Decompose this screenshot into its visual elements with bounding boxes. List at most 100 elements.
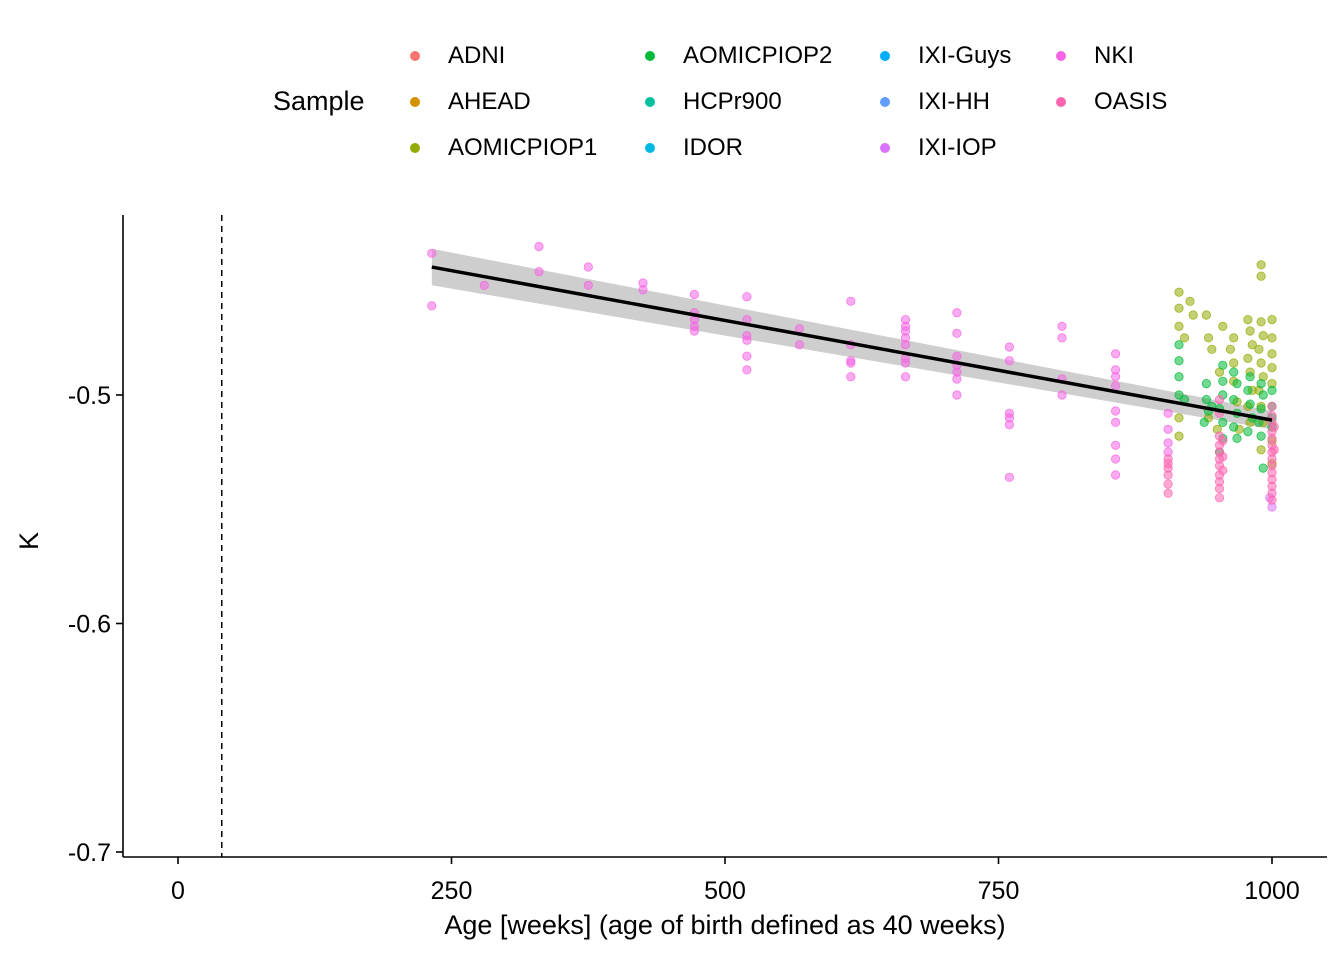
data-point: [638, 285, 648, 295]
data-point: [952, 351, 962, 361]
data-point: [1247, 340, 1257, 350]
data-point: [1185, 296, 1195, 306]
data-point: [1163, 438, 1173, 448]
data-point: [1004, 356, 1015, 366]
legend-label: NKI: [1094, 42, 1135, 69]
data-point: [1256, 358, 1266, 368]
data-point: [1269, 445, 1279, 455]
data-point: [1174, 340, 1184, 350]
legend-item: HCPr900: [645, 87, 782, 117]
data-point: [1163, 479, 1173, 489]
data-point: [1229, 333, 1239, 343]
legend-label: AOMICPIOP1: [448, 134, 598, 161]
data-point: [1111, 454, 1121, 464]
legend-label: OASIS: [1094, 88, 1168, 115]
legend-label: HCPr900: [683, 88, 782, 115]
legend-key-marker: [410, 97, 420, 107]
data-point: [1258, 330, 1268, 341]
legend-item: OASIS: [1056, 87, 1167, 117]
data-point: [1243, 314, 1253, 325]
data-point: [1256, 317, 1266, 327]
data-point: [1254, 344, 1264, 354]
data-point: [952, 390, 962, 400]
legend-label: IXI-Guys: [918, 42, 1012, 69]
data-point: [1256, 431, 1266, 441]
data-point: [952, 328, 962, 338]
data-point: [1243, 385, 1253, 395]
legend-label: AHEAD: [448, 88, 531, 115]
legend-key-marker: [880, 97, 890, 107]
data-point: [1256, 445, 1266, 455]
data-point: [1004, 472, 1015, 482]
data-point: [1218, 452, 1228, 462]
data-point: [1163, 424, 1173, 434]
legend-key-marker: [1056, 97, 1066, 107]
legend-item: AOMICPIOP2: [645, 41, 832, 71]
data-point: [1218, 376, 1228, 386]
legend-title: Sample: [273, 86, 365, 116]
data-point: [1267, 362, 1277, 373]
data-point: [1232, 433, 1242, 443]
data-point: [1258, 390, 1268, 400]
data-point: [1214, 493, 1225, 503]
legend-key-marker: [410, 51, 420, 61]
legend-label: AOMICPIOP2: [683, 42, 833, 69]
data-point: [1256, 404, 1266, 414]
data-point: [1243, 426, 1253, 437]
data-point: [1218, 321, 1228, 331]
data-point: [742, 351, 752, 361]
legend-item: IXI-HH: [880, 87, 990, 117]
legend-key-marker: [410, 143, 420, 153]
data-point: [1201, 394, 1212, 405]
data-point: [1267, 349, 1277, 359]
data-point: [1163, 488, 1173, 498]
data-point: [1232, 378, 1242, 389]
data-point: [1267, 495, 1277, 505]
legend-label: ADNI: [448, 42, 506, 69]
data-point: [1207, 344, 1217, 354]
data-point: [1111, 470, 1121, 480]
data-point: [1174, 431, 1184, 441]
data-point: [846, 296, 856, 306]
data-point: [1111, 406, 1121, 416]
data-point: [1258, 463, 1268, 473]
data-point: [1201, 378, 1212, 389]
data-point: [534, 241, 544, 252]
x-tick-label: 250: [431, 877, 473, 905]
x-tick-label: 500: [704, 877, 746, 905]
data-point: [1214, 484, 1225, 494]
data-point: [846, 358, 856, 368]
data-point: [1188, 310, 1198, 320]
data-point: [742, 292, 752, 302]
data-point: [742, 365, 752, 375]
data-point: [1267, 401, 1277, 411]
y-tick-label: -0.5: [68, 382, 111, 410]
data-point: [952, 374, 962, 384]
legend-item: AHEAD: [410, 87, 531, 117]
data-point: [1229, 394, 1239, 405]
data-point: [1267, 314, 1277, 325]
data-point: [1179, 333, 1190, 343]
data-point: [689, 326, 700, 336]
data-point: [534, 266, 544, 277]
data-point: [900, 340, 911, 350]
data-point: [689, 289, 700, 300]
legend-key-marker: [1056, 51, 1066, 61]
x-axis-title: Age [weeks] (age of birth defined as 40 …: [444, 910, 1006, 940]
legend-item: IXI-IOP: [880, 133, 997, 163]
data-point: [1218, 465, 1228, 475]
legend-item: IXI-Guys: [880, 41, 1011, 71]
data-point: [1111, 381, 1121, 391]
legend-key-marker: [880, 51, 890, 61]
data-point: [1218, 436, 1228, 446]
data-point: [1111, 440, 1121, 450]
data-point: [1111, 349, 1121, 359]
data-point: [1004, 342, 1015, 352]
data-point: [1218, 360, 1228, 370]
confidence-band: [431, 248, 1272, 430]
data-point: [1229, 367, 1239, 377]
y-tick-label: -0.7: [68, 839, 111, 867]
data-point: [846, 372, 856, 382]
data-point: [1163, 408, 1173, 418]
data-point: [1214, 394, 1225, 405]
